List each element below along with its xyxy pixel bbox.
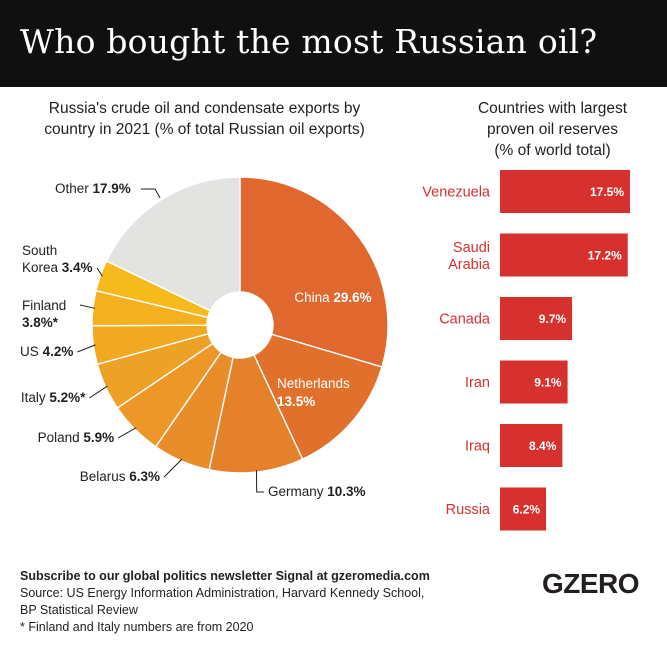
bar-russia [500,487,547,531]
subscribe-line: Subscribe to our global politics newslet… [20,569,430,583]
bar-value-venezuela: 17.5% [590,185,624,199]
pie-label-finland: Finland 3.8%* [22,298,66,330]
leader-poland [117,427,137,439]
leader-us [77,344,96,353]
pie-chart-subtitle: Russia's crude oil and condensate export… [12,98,397,140]
bar-category-venezuela: Venezuela [422,185,491,201]
pie-label-other: Other 17.9% [55,181,131,196]
pie-label-south-korea: South Korea 3.4% [22,243,93,275]
page-title: Who bought the most Russian oil? [20,22,598,61]
bar-category-russia: Russia [446,502,491,518]
bar-subtitle-line-2: proven oil reserves [487,121,618,138]
bar-venezuela [500,170,630,213]
footer: Subscribe to our global politics newslet… [20,568,460,636]
bar-iraq [500,424,563,467]
pie-slice-germany [208,353,304,474]
pie-slice-other [105,176,241,312]
bar-value-russia: 6.2% [513,503,541,517]
bar-subtitle-line-1: Countries with largest [477,100,628,117]
pie-label-netherlands: Netherlands 13.5% [277,376,350,409]
source-line-1: Source: US Energy Information Administra… [20,586,425,600]
bar-value-saudi-arabia: 17.2% [588,249,622,263]
leader-other [141,188,161,199]
bar-iran [500,360,568,404]
pie-label-china: China 29.6% [294,290,371,305]
pie-label-germany: Germany 10.3% [268,484,366,499]
bar-value-iran: 9.1% [534,376,562,390]
bar-category-iraq: Iraq [465,439,490,455]
gzero-logo: GZERO [542,568,640,599]
leader-south-korea [96,267,103,277]
bar-value-iraq: 8.4% [529,439,557,453]
leader-italy [89,385,108,399]
bar-chart-subtitle: Countries with largest proven oil reserv… [440,98,665,161]
bar-saudi-arabia [500,233,628,277]
pie-slice-netherlands [253,333,383,461]
bar-category-iran: Iran [465,375,490,391]
footnote: * Finland and Italy numbers are from 202… [20,620,254,634]
donut-chart: China 29.6% Netherlands 13.5% Germany 10.3%… [20,176,389,499]
pie-label-belarus: Belarus 6.3% [80,469,160,484]
pie-label-italy: Italy 5.2%* [21,390,86,405]
pie-label-us: US 4.2% [20,344,73,359]
bar-canada [500,297,573,340]
leader-finland [79,304,96,309]
pie-label-poland: Poland 5.9% [38,430,115,445]
reserves-bar-chart: 17.5% Venezuela 17.2% Saudi Arabia 9.7% Canada… [422,170,630,531]
bar-category-saudi-arabia: Saudi Arabia [448,240,491,273]
bar-category-canada: Canada [439,312,491,328]
pie-subtitle-line-1: Russia's crude oil and condensate export… [48,100,361,117]
source-line-2: BP Statistical Review [20,603,138,617]
pie-subtitle-line-2: country in 2021 (% of total Russian oil … [44,121,365,138]
header-banner: Who bought the most Russian oil? [0,0,667,87]
leader-belarus [163,458,183,478]
bar-subtitle-line-3: (% of world total) [494,142,611,159]
leader-germany [255,470,264,493]
bar-value-canada: 9.7% [539,312,567,326]
pie-slice-china [239,176,389,368]
